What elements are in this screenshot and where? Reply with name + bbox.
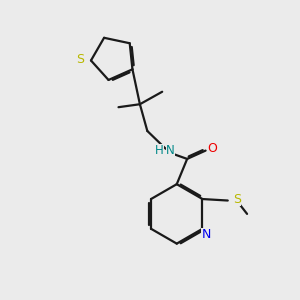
- Text: O: O: [207, 142, 217, 155]
- Text: S: S: [233, 194, 241, 206]
- Text: S: S: [76, 53, 84, 66]
- Text: H: H: [155, 144, 164, 157]
- Text: N: N: [201, 228, 211, 241]
- Text: N: N: [166, 144, 175, 157]
